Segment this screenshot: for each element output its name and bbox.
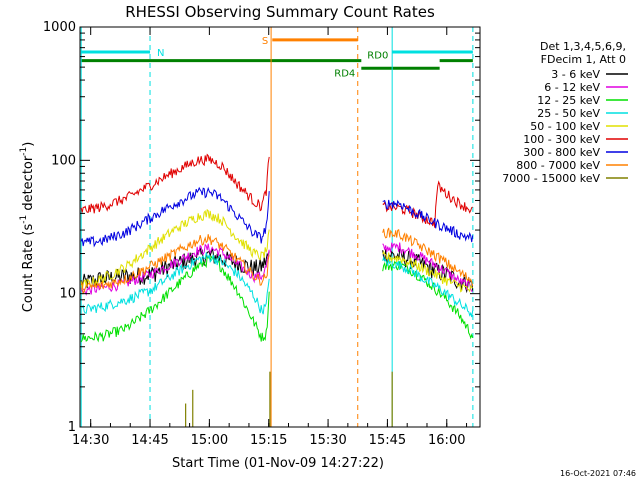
series-layer	[80, 153, 474, 427]
y-tick-label: 1000	[43, 20, 76, 35]
series-25-50-kev-line-2	[382, 255, 474, 318]
x-tick-label: 14:45	[131, 433, 168, 448]
series-100-300-kev-line-2	[382, 180, 473, 228]
legend-entry-label: 800 - 7000 keV	[516, 159, 600, 172]
y-axis-label-end: )	[21, 142, 36, 147]
x-tick-label: 15:00	[191, 433, 228, 448]
x-tick-label: 15:30	[309, 433, 346, 448]
legend-header-line1: Det 1,3,4,5,6,9,	[540, 40, 626, 53]
legend-entry-label: 100 - 300 keV	[523, 133, 600, 146]
series-25-50-kev-line	[80, 251, 270, 315]
chart-title: RHESSI Observing Summary Count Rates	[125, 3, 435, 21]
series-6-12-kev-line-2	[382, 242, 473, 293]
legend-entry-label: 7000 - 15000 keV	[502, 172, 600, 185]
y-tick-label: 1	[68, 420, 76, 435]
x-axis-label: Start Time (01-Nov-09 14:27:22)	[172, 456, 384, 471]
annotation-label: N	[157, 48, 164, 59]
ticks-layer: 14:30 14:45 15:00 15:15 15:30 15:45 16:00 1 10 10…	[43, 20, 480, 448]
y-tick-label: 10	[59, 287, 76, 302]
legend-entry-label: 12 - 25 keV	[537, 94, 600, 107]
series-800-7000-kev-line-2	[382, 227, 474, 286]
y-axis-label-mid: detector	[21, 155, 36, 215]
legend-entry-label: 300 - 800 keV	[523, 146, 600, 159]
series-6-12-kev-line	[80, 243, 270, 296]
annotation-label: S	[262, 36, 268, 47]
legend-entry-label: 25 - 50 keV	[537, 107, 600, 120]
series-100-300-kev-line	[80, 153, 270, 214]
legend-entry-label: 6 - 12 keV	[544, 81, 600, 94]
series-300-800-kev-line	[80, 186, 270, 248]
legend-entry-label: 50 - 100 keV	[530, 120, 600, 133]
series-12-25-kev-line-2	[382, 260, 474, 340]
y-axis-label: Count Rate (s-1 detector-1)	[19, 142, 36, 313]
legend-entry-label: 3 - 6 keV	[551, 68, 600, 81]
annotations-layer: N S RD0 RD4	[80, 27, 474, 427]
series-300-800-kev-line-2	[382, 199, 474, 243]
y-axis-label-sup1: -1	[19, 215, 29, 224]
x-tick-label: 15:15	[250, 433, 287, 448]
x-tick-label: 14:30	[72, 433, 109, 448]
legend-header-line2: FDecim 1, Att 0	[541, 53, 626, 66]
annotation-label: RD0	[367, 51, 388, 62]
y-axis-label-sup2: -1	[19, 147, 29, 156]
series-800-7000-kev-line	[80, 234, 270, 295]
x-tick-label: 15:45	[369, 433, 406, 448]
x-tick-label: 16:00	[428, 433, 465, 448]
series-12-25-kev-line	[80, 254, 270, 343]
plot-frame	[79, 26, 481, 428]
y-tick-label: 100	[51, 153, 76, 168]
series-50-100-kev-line	[80, 208, 270, 290]
annotation-label: RD4	[334, 68, 355, 79]
footer-timestamp: 16-Oct-2021 07:46	[560, 469, 636, 478]
series-50-100-kev-line-2	[382, 250, 473, 293]
y-axis-label-main: Count Rate (s	[21, 224, 36, 313]
